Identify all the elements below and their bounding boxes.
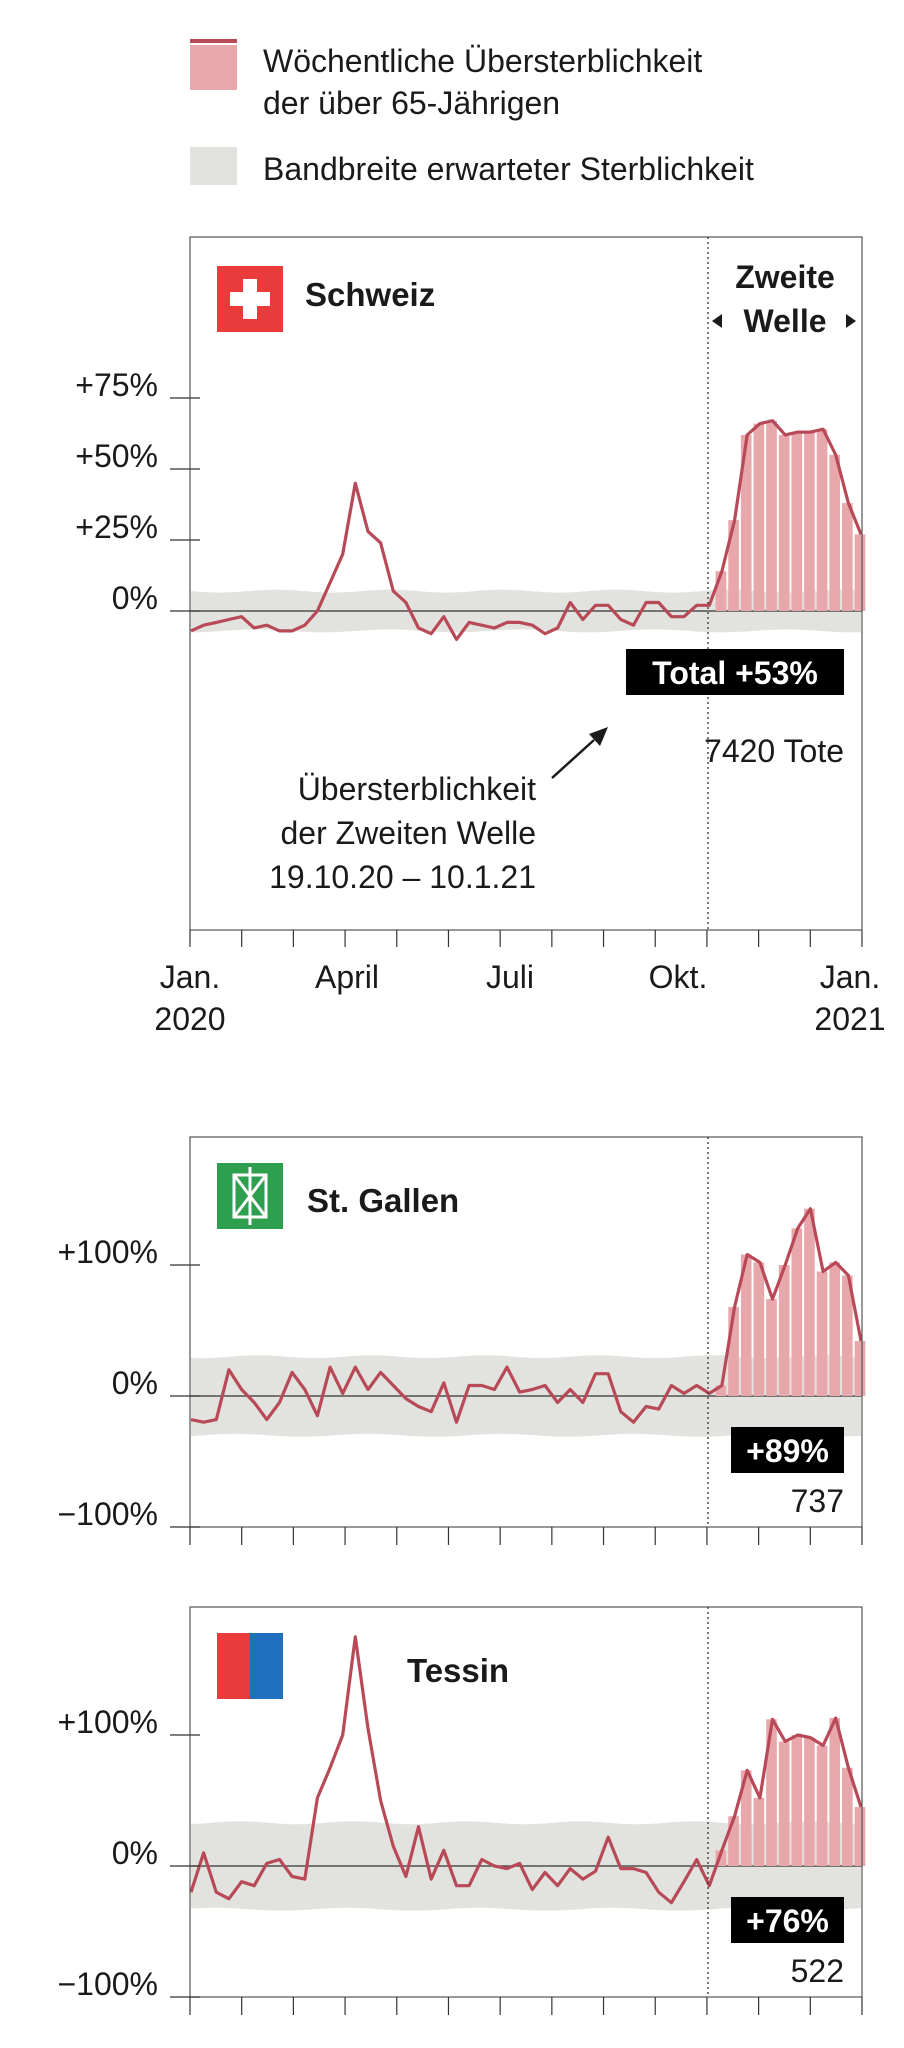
excess-mortality-line (190, 419, 863, 641)
excess-mortality-line (190, 1207, 863, 1424)
excess-bar (791, 1735, 803, 1866)
excess-bar (778, 1741, 790, 1866)
region-title: Tessin (407, 1652, 509, 1689)
excess-bar (791, 432, 803, 611)
legend-excess-label: Wöchentliche Übersterblichkeit der über … (263, 40, 702, 124)
excess-bar (842, 1767, 853, 1866)
y-tick-label: +100% (57, 1234, 158, 1270)
annotation-line1: Übersterblichkeit (298, 771, 536, 807)
y-tick-label: −100% (57, 1496, 158, 1532)
excess-bar (740, 434, 752, 611)
excess-bar (829, 454, 841, 611)
death-count-label: 7420 Tote (704, 733, 844, 769)
legend-band-swatch (190, 147, 237, 185)
excess-bar (816, 429, 828, 611)
excess-total-badge (731, 1427, 844, 1473)
death-count-label: 522 (791, 1953, 844, 1989)
excess-bar (854, 1807, 866, 1866)
excess-total-badge (626, 649, 844, 695)
legend-excess-label-line1: Wöchentliche Übersterblichkeit (263, 43, 703, 79)
y-tick-label: 0% (112, 580, 158, 616)
x-tick-label: Juli (486, 959, 534, 995)
excess-bar (842, 1275, 853, 1396)
excess-bar (728, 1306, 739, 1396)
excess-bar (715, 571, 727, 611)
excess-bar (715, 1385, 727, 1396)
y-tick-label: +25% (75, 509, 158, 545)
x-tick-label: Jan. (820, 959, 880, 995)
annotation-arrow-shaft (551, 739, 595, 779)
excess-bar (740, 1254, 752, 1396)
excess-bar (753, 423, 765, 611)
excess-bar (816, 1745, 828, 1866)
tessin-flag-red-half (217, 1633, 250, 1699)
annotation-line3: 19.10.20 – 10.1.21 (269, 859, 536, 895)
x-tick-label-year: 2020 (154, 1001, 225, 1037)
chart-frame (189, 1136, 863, 1528)
excess-bar (804, 1208, 815, 1396)
y-tick-label: 0% (112, 1365, 158, 1401)
x-tick-label: Jan. (160, 959, 220, 995)
excess-bar (854, 534, 866, 611)
excess-total-badge (731, 1897, 844, 1943)
excess-total-badge-label: Total +53% (652, 655, 818, 691)
swiss-cross-horizontal (230, 292, 270, 306)
death-count-label: 737 (791, 1483, 844, 1519)
chart-schweiz: +75% +50% +25% 0% Schweiz Total +53% 7420 Tote… (75, 236, 886, 1037)
excess-mortality-line (189, 1635, 863, 1905)
excess-total-badge-label: +89% (746, 1433, 829, 1469)
second-wave-label-line2: Welle (744, 303, 827, 339)
y-tick-label: −100% (57, 1966, 158, 2002)
annotation-arrow-head-icon (589, 727, 608, 746)
annotation-line2: der Zweiten Welle (280, 815, 536, 851)
x-tick-label: Okt. (649, 959, 708, 995)
legend-graphics (190, 39, 237, 185)
x-tick-label: April (315, 959, 379, 995)
chart-frame (189, 236, 863, 931)
chart-st-gallen: +100% 0% −100% St. Gallen +89% 737 (57, 1136, 866, 1545)
excess-bar (842, 503, 853, 611)
region-title: Schweiz (305, 276, 435, 313)
excess-bar (766, 1719, 777, 1866)
legend-bar-swatch (190, 45, 237, 90)
excess-bar (778, 434, 790, 611)
excess-bar (804, 432, 815, 611)
legend-excess-label-line2: der über 65-Jährigen (263, 85, 561, 121)
excess-bar (854, 1340, 866, 1396)
tessin-flag-icon (250, 1633, 283, 1699)
legend-band-label: Bandbreite erwarteter Sterblichkeit (263, 151, 754, 187)
excess-bar (766, 1299, 777, 1396)
excess-bar (740, 1770, 752, 1866)
excess-total-badge-label: +76% (746, 1903, 829, 1939)
second-wave-label-line1: Zweite (735, 259, 835, 295)
excess-bar (728, 1816, 739, 1866)
excess-bar (715, 1850, 727, 1866)
chart-frame (189, 1606, 863, 1998)
excess-bar (753, 1262, 765, 1396)
excess-bar (791, 1228, 803, 1396)
x-tick-label-year: 2021 (814, 1001, 885, 1037)
excess-bar (728, 520, 739, 611)
y-tick-label: +75% (75, 367, 158, 403)
excess-bar (778, 1265, 790, 1396)
region-title: St. Gallen (307, 1182, 459, 1219)
excess-bar (766, 420, 777, 611)
excess-bar (753, 1797, 765, 1866)
second-wave-left-arrow-icon (712, 314, 722, 328)
excess-bar (829, 1262, 841, 1396)
excess-bar (816, 1271, 828, 1396)
y-tick-label: +50% (75, 438, 158, 474)
second-wave-right-arrow-icon (846, 314, 856, 328)
y-tick-label: +100% (57, 1704, 158, 1740)
excess-bar (804, 1737, 815, 1866)
y-tick-label: 0% (112, 1835, 158, 1871)
excess-bar (829, 1717, 841, 1866)
